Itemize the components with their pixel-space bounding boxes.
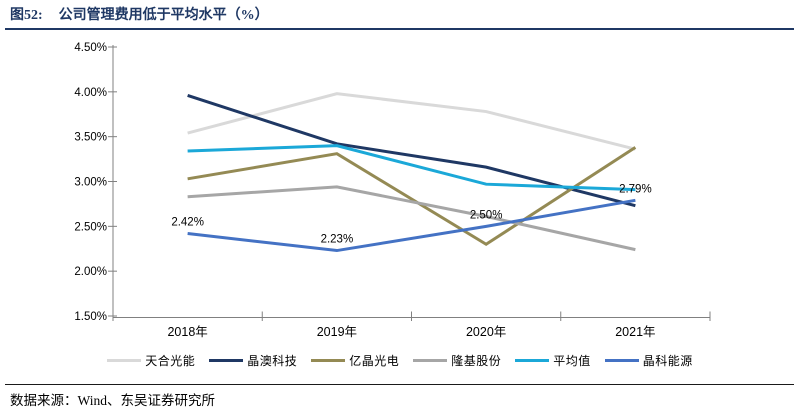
legend-item-4: 平均值 <box>515 352 591 369</box>
legend-label-3: 隆基股份 <box>451 354 502 368</box>
legend-swatch-5 <box>604 359 639 362</box>
legend-item-1: 晶澳科技 <box>209 352 297 369</box>
figure-title: 图52: 公司管理费用低于平均水平（%） <box>10 7 269 25</box>
x-axis-tick-label: 2021年 <box>615 325 655 339</box>
legend-label-2: 亿晶光电 <box>349 354 400 368</box>
x-axis-tick-label: 2018年 <box>167 325 207 339</box>
data-source: 数据来源：Wind、东吴证券研究所 <box>10 393 215 408</box>
series-line-3 <box>187 185 636 252</box>
series-line-4 <box>187 144 636 192</box>
y-axis-tick-label: 1.50% <box>74 311 107 323</box>
legend-label-5: 晶科能源 <box>642 354 693 368</box>
legend-item-2: 亿晶光电 <box>311 352 399 369</box>
y-axis-tick-label: 2.50% <box>74 221 107 233</box>
title-divider <box>5 28 794 30</box>
figure-number: 图52: <box>10 8 43 23</box>
data-label-5-0: 2.42% <box>171 217 204 229</box>
legend-label-4: 平均值 <box>553 354 591 368</box>
legend-swatch-4 <box>515 359 550 362</box>
y-axis-tick-label: 3.50% <box>74 132 107 144</box>
page-title: 公司管理费用低于平均水平（%） <box>58 8 269 23</box>
y-axis-tick-label: 2.00% <box>74 266 107 278</box>
x-axis-tick-label: 2019年 <box>317 325 357 339</box>
y-axis-tick-label: 4.00% <box>74 87 107 99</box>
legend-item-0: 天合光能 <box>107 352 195 369</box>
legend-swatch-3 <box>413 359 448 362</box>
x-axis-tick-label: 2020年 <box>466 325 506 339</box>
data-label-5-1: 2.23% <box>321 234 354 246</box>
series-line-5 <box>187 198 636 253</box>
y-axis-tick-label: 4.50% <box>74 42 107 54</box>
legend-label-1: 晶澳科技 <box>247 354 298 368</box>
legend-label-0: 天合光能 <box>145 354 196 368</box>
series-line-1 <box>187 93 636 208</box>
chart-legend: 天合光能 晶澳科技 亿晶光电 隆基股份 平均值 晶科能源 <box>0 352 800 369</box>
legend-swatch-1 <box>209 359 244 362</box>
series-line-0 <box>187 92 636 151</box>
data-label-5-3: 2.79% <box>619 183 652 195</box>
legend-swatch-2 <box>311 359 346 362</box>
y-axis-tick-label: 3.00% <box>74 177 107 189</box>
legend-swatch-0 <box>107 359 142 362</box>
data-label-5-2: 2.50% <box>470 209 503 221</box>
series-line-2 <box>187 146 637 247</box>
axis-lines <box>112 45 710 318</box>
legend-item-3: 隆基股份 <box>413 352 501 369</box>
footer-divider <box>5 384 794 385</box>
legend-item-5: 晶科能源 <box>604 352 693 369</box>
